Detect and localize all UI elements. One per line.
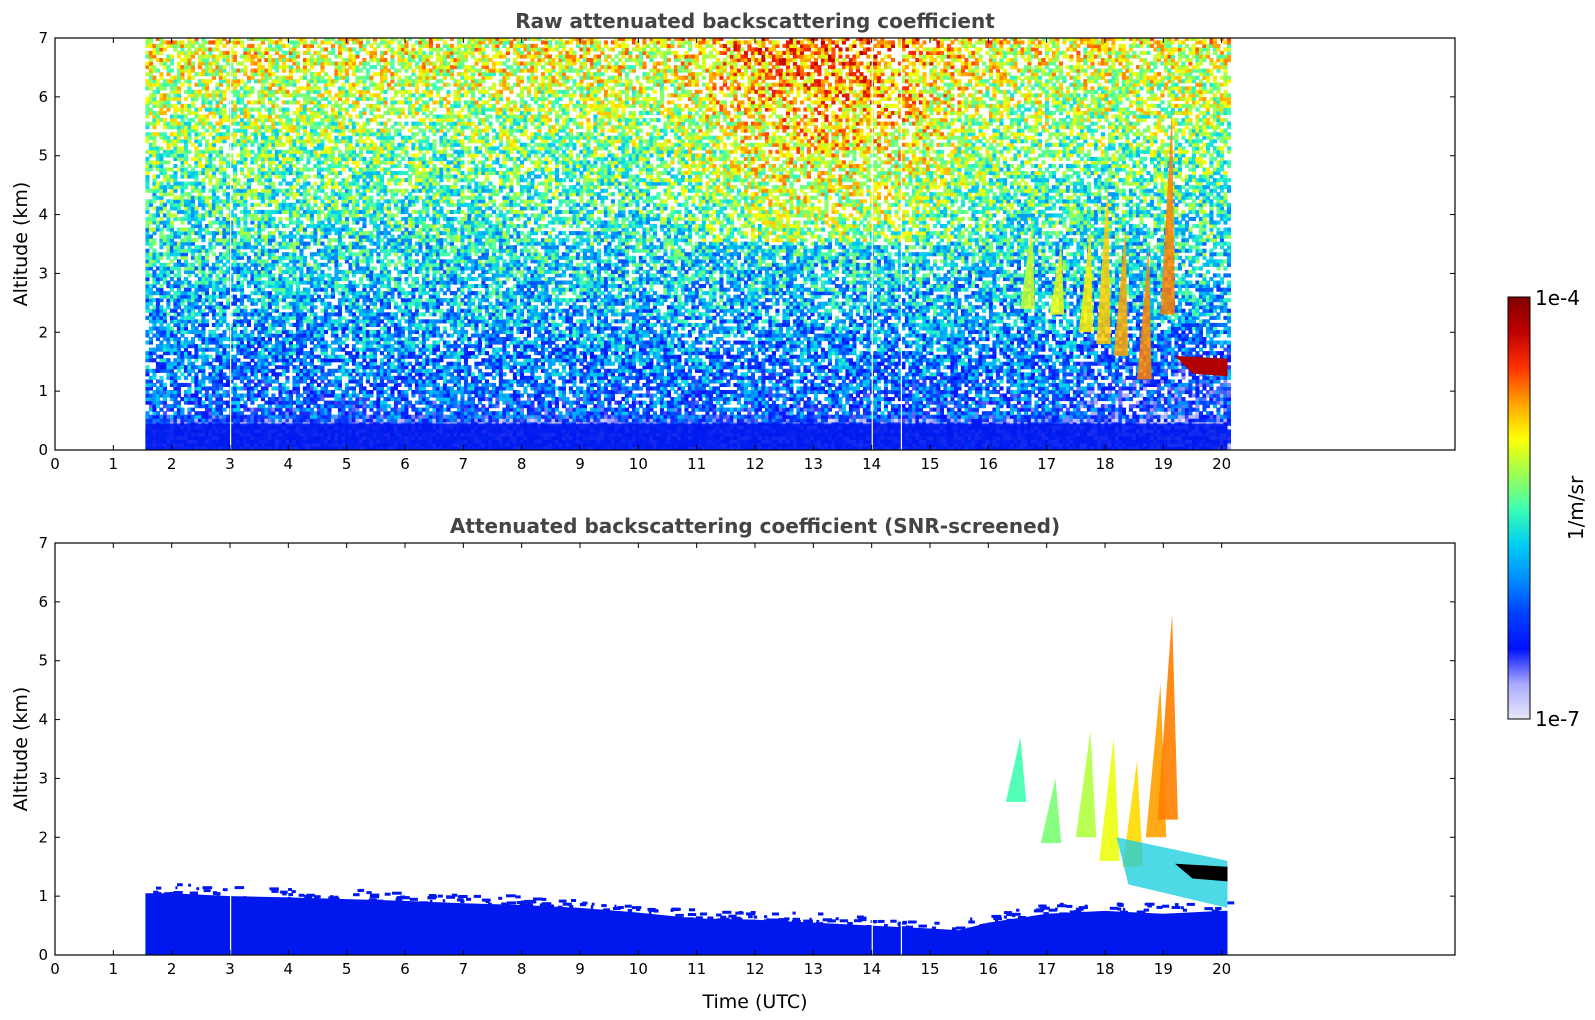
x-tick-label: 1 xyxy=(109,960,119,978)
y-tick-label: 3 xyxy=(38,769,48,787)
x-tick-label: 0 xyxy=(50,455,60,473)
x-tick-label: 17 xyxy=(1037,960,1056,978)
cloud-layer xyxy=(1175,863,1228,882)
x-tick-label: 20 xyxy=(1212,455,1231,473)
virga-streak xyxy=(1078,226,1094,333)
bottom-y-axis-label: Altitude (km) xyxy=(10,687,32,812)
x-tick-label: 15 xyxy=(920,960,939,978)
virga-streak xyxy=(1137,244,1152,380)
top-panel-title: Raw attenuated backscattering coefficien… xyxy=(515,9,995,33)
x-tick-label: 10 xyxy=(629,960,648,978)
x-tick-label: 13 xyxy=(804,960,823,978)
virga-streak xyxy=(1005,737,1027,802)
data-gap xyxy=(871,543,873,955)
x-tick-label: 12 xyxy=(745,960,764,978)
x-tick-label: 11 xyxy=(687,960,706,978)
cloud-base-region xyxy=(1116,837,1228,908)
x-tick-label: 16 xyxy=(979,455,998,473)
x-tick-label: 19 xyxy=(1154,960,1173,978)
x-tick-label: 9 xyxy=(575,455,585,473)
x-tick-label: 1 xyxy=(109,455,119,473)
bottom-heatmap xyxy=(145,543,1235,955)
bottom-plot-frame xyxy=(54,542,1456,956)
data-gap xyxy=(230,38,232,450)
cloud-layer xyxy=(1175,355,1228,377)
colorbar-unit-label: 1/m/sr xyxy=(1564,475,1588,540)
data-gap xyxy=(871,38,873,450)
surface-aerosol-layer xyxy=(145,423,1228,450)
virga-streak xyxy=(1075,731,1097,838)
virga-streak xyxy=(1020,220,1035,309)
x-tick-label: 19 xyxy=(1154,455,1173,473)
y-tick-label: 2 xyxy=(38,323,48,341)
x-tick-label: 16 xyxy=(979,960,998,978)
x-tick-label: 6 xyxy=(400,960,410,978)
x-axis-label: Time (UTC) xyxy=(701,991,807,1013)
x-tick-label: 5 xyxy=(342,960,352,978)
virga-streak xyxy=(1096,179,1111,345)
x-tick-label: 4 xyxy=(284,455,294,473)
y-tick-label: 1 xyxy=(38,382,48,400)
x-tick-label: 7 xyxy=(459,960,469,978)
x-tick-label: 12 xyxy=(745,455,764,473)
x-tick-label: 4 xyxy=(284,960,294,978)
virga-streak xyxy=(1040,778,1062,844)
x-tick-label: 14 xyxy=(862,960,881,978)
virga-streak xyxy=(1099,737,1120,861)
y-tick-label: 7 xyxy=(38,29,48,47)
bottom-panel-title: Attenuated backscattering coefficient (S… xyxy=(450,514,1060,538)
y-tick-label: 7 xyxy=(38,534,48,552)
y-tick-label: 5 xyxy=(38,652,48,670)
x-tick-label: 15 xyxy=(920,455,939,473)
y-tick-label: 1 xyxy=(38,887,48,905)
x-tick-label: 20 xyxy=(1212,960,1231,978)
x-tick-label: 2 xyxy=(167,455,177,473)
y-tick-label: 0 xyxy=(38,946,48,964)
y-tick-label: 2 xyxy=(38,828,48,846)
virga-streak xyxy=(1049,244,1065,315)
data-gap xyxy=(230,543,232,955)
x-tick-label: 3 xyxy=(225,960,235,978)
y-tick-label: 0 xyxy=(38,441,48,459)
x-tick-label: 10 xyxy=(629,455,648,473)
y-tick-label: 4 xyxy=(38,711,48,729)
x-tick-label: 3 xyxy=(225,455,235,473)
x-tick-label: 0 xyxy=(50,960,60,978)
y-tick-label: 5 xyxy=(38,147,48,165)
colorbar-max-label: 1e-4 xyxy=(1535,286,1580,310)
x-tick-label: 14 xyxy=(862,455,881,473)
x-tick-label: 8 xyxy=(517,455,527,473)
x-tick-label: 2 xyxy=(167,960,177,978)
x-tick-label: 7 xyxy=(459,455,469,473)
y-tick-label: 4 xyxy=(38,206,48,224)
x-tick-label: 13 xyxy=(804,455,823,473)
x-tick-label: 11 xyxy=(687,455,706,473)
y-tick-label: 3 xyxy=(38,264,48,282)
colorbar-min-label: 1e-7 xyxy=(1535,707,1580,731)
x-tick-label: 6 xyxy=(400,455,410,473)
x-tick-label: 9 xyxy=(575,960,585,978)
virga-streak xyxy=(1157,613,1178,820)
virga-streak xyxy=(1113,226,1129,356)
boundary-layer xyxy=(145,893,1228,955)
x-tick-label: 18 xyxy=(1095,455,1114,473)
x-tick-label: 8 xyxy=(517,960,527,978)
x-tick-label: 5 xyxy=(342,455,352,473)
x-tick-label: 17 xyxy=(1037,455,1056,473)
top-y-axis-label: Altitude (km) xyxy=(10,182,32,307)
top-heatmap xyxy=(145,38,1231,450)
y-tick-label: 6 xyxy=(38,593,48,611)
x-tick-label: 18 xyxy=(1095,960,1114,978)
y-tick-label: 6 xyxy=(38,88,48,106)
data-gap xyxy=(900,543,903,955)
colorbar xyxy=(1507,296,1531,720)
virga-streak xyxy=(1160,108,1175,315)
data-gap xyxy=(900,38,903,450)
